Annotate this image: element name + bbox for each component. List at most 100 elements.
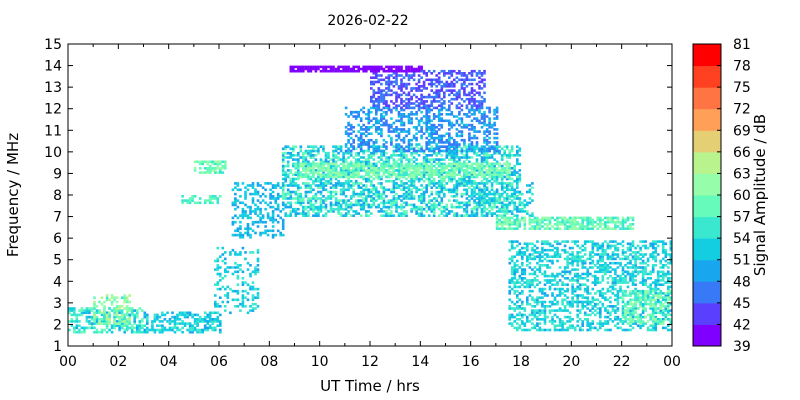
heatmap-cell — [420, 97, 423, 101]
heatmap-cell — [541, 218, 544, 222]
heatmap-cell — [465, 164, 469, 168]
heatmap-cell — [400, 184, 403, 187]
heatmap-cell — [342, 169, 345, 172]
heatmap-cell — [465, 147, 469, 151]
heatmap-cell — [485, 201, 489, 205]
heatmap-cell — [344, 175, 348, 179]
heatmap-cell — [370, 119, 373, 123]
heatmap-cell — [392, 171, 396, 174]
heatmap-cell — [455, 95, 459, 99]
heatmap-cell — [445, 138, 449, 142]
heatmap-cell — [234, 199, 237, 202]
heatmap-cell — [375, 91, 378, 95]
heatmap-cell — [563, 216, 567, 220]
heatmap-cell — [490, 214, 494, 217]
heatmap-cell — [493, 177, 496, 181]
heatmap-cell — [365, 177, 368, 181]
heatmap-cell — [75, 330, 79, 334]
heatmap-cell — [103, 315, 106, 319]
heatmap-cell — [380, 113, 383, 116]
heatmap-cell — [420, 195, 423, 198]
heatmap-cell — [440, 80, 444, 84]
heatmap-cell — [495, 177, 499, 181]
heatmap-cell — [181, 330, 184, 334]
heatmap-cell — [531, 182, 534, 185]
heatmap-cell — [241, 207, 245, 211]
heatmap-cell — [468, 186, 471, 189]
heatmap-cell — [400, 214, 403, 217]
heatmap-cell — [304, 67, 308, 71]
heatmap-cell — [410, 89, 413, 92]
heatmap-cell — [392, 179, 396, 183]
heatmap-cell — [319, 190, 323, 194]
heatmap-cell — [380, 91, 383, 95]
heatmap-cell — [541, 305, 544, 308]
heatmap-cell — [294, 158, 298, 161]
heatmap-cell — [183, 311, 187, 315]
heatmap-cell — [465, 203, 469, 207]
heatmap-cell — [392, 65, 396, 69]
heatmap-cell — [425, 130, 428, 133]
heatmap-cell — [362, 138, 365, 142]
heatmap-cell — [375, 106, 378, 110]
heatmap-cell — [309, 149, 313, 153]
heatmap-cell — [357, 167, 360, 170]
heatmap-cell — [342, 162, 345, 166]
heatmap-cell — [483, 82, 486, 86]
heatmap-cell — [312, 169, 315, 172]
heatmap-cell — [88, 311, 91, 315]
heatmap-cell — [573, 227, 577, 230]
heatmap-cell — [407, 145, 411, 148]
heatmap-cell — [493, 108, 496, 112]
heatmap-cell — [407, 130, 411, 133]
heatmap-cell — [425, 117, 428, 120]
heatmap-cell — [397, 93, 401, 97]
heatmap-cell — [395, 91, 398, 95]
heatmap-cell — [113, 298, 116, 302]
heatmap-cell — [216, 197, 220, 200]
heatmap-cell — [281, 173, 285, 176]
heatmap-cell — [68, 328, 71, 332]
heatmap-cell — [445, 80, 449, 84]
heatmap-cell — [103, 328, 106, 332]
heatmap-cell — [488, 192, 491, 196]
heatmap-cell — [93, 320, 96, 323]
heatmap-cell — [427, 126, 431, 129]
heatmap-cell — [606, 227, 610, 230]
heatmap-cell — [407, 121, 411, 125]
heatmap-cell — [377, 182, 381, 185]
heatmap-cell — [120, 315, 124, 319]
heatmap-cell — [599, 225, 602, 228]
heatmap-cell — [518, 210, 522, 213]
heatmap-cell — [297, 184, 300, 187]
heatmap-cell — [420, 173, 423, 176]
heatmap-cell — [314, 184, 318, 187]
heatmap-cell — [538, 270, 542, 274]
heatmap-cell — [397, 95, 401, 99]
heatmap-cell — [286, 205, 290, 209]
heatmap-cell — [352, 188, 355, 192]
heatmap-cell — [495, 171, 499, 174]
heatmap-cell — [380, 119, 383, 123]
heatmap-cell — [508, 203, 511, 207]
heatmap-cell — [425, 95, 428, 99]
heatmap-cell — [115, 322, 119, 325]
heatmap-cell — [450, 188, 454, 192]
heatmap-cell — [123, 324, 126, 327]
heatmap-cell — [390, 136, 393, 140]
heatmap-cell — [493, 205, 496, 209]
heatmap-cell — [387, 128, 391, 131]
heatmap-cell — [188, 322, 192, 325]
heatmap-cell — [208, 169, 212, 172]
heatmap-cell — [571, 220, 574, 224]
heatmap-cell — [448, 210, 451, 213]
heatmap-cell — [387, 188, 391, 192]
heatmap-cell — [523, 268, 527, 271]
heatmap-cell — [475, 201, 479, 205]
heatmap-cell — [432, 207, 436, 211]
heatmap-cell — [387, 175, 391, 179]
heatmap-cell — [516, 195, 519, 198]
heatmap-cell — [473, 199, 476, 202]
heatmap-cell — [259, 195, 262, 198]
heatmap-cell — [546, 248, 549, 252]
